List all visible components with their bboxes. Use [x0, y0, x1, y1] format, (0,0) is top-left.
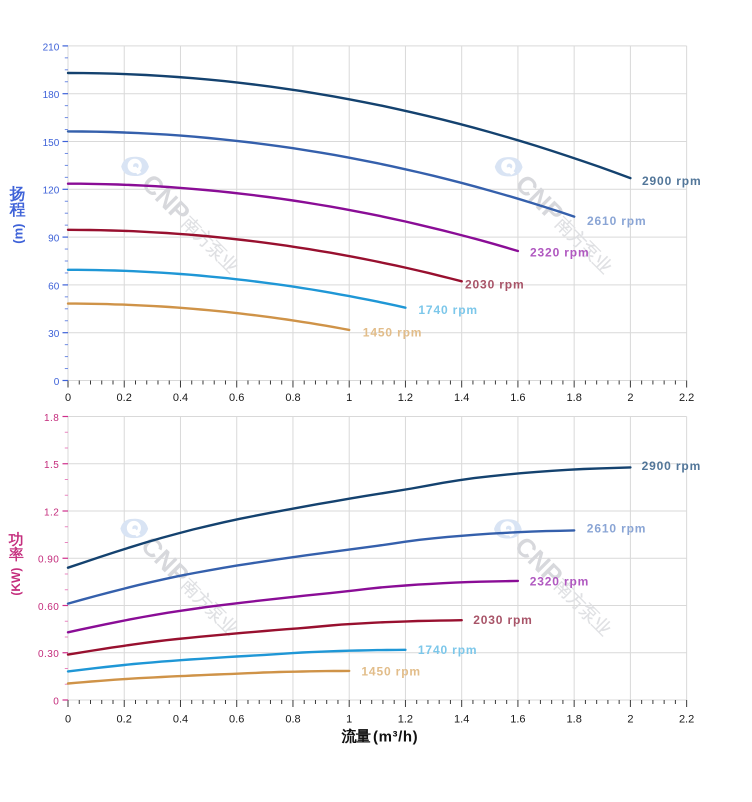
- svg-text:1.8: 1.8: [44, 413, 59, 424]
- svg-text:0.2: 0.2: [117, 714, 132, 726]
- svg-text:2610 rpm: 2610 rpm: [587, 214, 647, 228]
- svg-text:1.5: 1.5: [44, 460, 59, 471]
- svg-text:0.6: 0.6: [229, 714, 244, 726]
- svg-text:2900 rpm: 2900 rpm: [642, 459, 702, 473]
- svg-text:2.2: 2.2: [679, 392, 694, 404]
- svg-text:1.8: 1.8: [567, 714, 582, 726]
- svg-text:CNP: CNP: [136, 168, 196, 228]
- svg-text:0: 0: [54, 377, 60, 388]
- svg-text:(KW): (KW): [9, 568, 23, 596]
- svg-text:0.6: 0.6: [229, 392, 244, 404]
- svg-text:2610 rpm: 2610 rpm: [587, 521, 647, 535]
- svg-text:1: 1: [346, 392, 352, 404]
- svg-text:60: 60: [48, 281, 60, 292]
- svg-text:1.8: 1.8: [567, 392, 582, 404]
- svg-text:2.2: 2.2: [679, 714, 694, 726]
- svg-text:1450 rpm: 1450 rpm: [363, 325, 423, 339]
- svg-text:2900 rpm: 2900 rpm: [642, 174, 702, 188]
- svg-text:0: 0: [53, 696, 59, 707]
- svg-text:30: 30: [48, 329, 60, 340]
- svg-text:210: 210: [43, 42, 60, 53]
- svg-text:2: 2: [627, 714, 633, 726]
- svg-text:1450 rpm: 1450 rpm: [361, 664, 421, 678]
- svg-text:90: 90: [48, 234, 60, 245]
- svg-text:0.8: 0.8: [285, 392, 300, 404]
- svg-text:1.4: 1.4: [454, 714, 469, 726]
- svg-text:1.6: 1.6: [510, 714, 525, 726]
- svg-text:0.60: 0.60: [38, 602, 59, 613]
- svg-text:2320 rpm: 2320 rpm: [530, 574, 590, 588]
- svg-text:0.4: 0.4: [173, 714, 188, 726]
- svg-text:2030 rpm: 2030 rpm: [465, 277, 525, 291]
- svg-text:0.2: 0.2: [117, 392, 132, 404]
- svg-text:1: 1: [346, 714, 352, 726]
- svg-text:0: 0: [65, 392, 71, 404]
- svg-text:0.30: 0.30: [38, 649, 59, 660]
- svg-text:2: 2: [627, 392, 633, 404]
- svg-text:1.2: 1.2: [398, 714, 413, 726]
- svg-text:1740 rpm: 1740 rpm: [418, 303, 478, 317]
- svg-text:2320 rpm: 2320 rpm: [530, 245, 590, 259]
- svg-text:120: 120: [43, 186, 60, 197]
- svg-text:1.2: 1.2: [398, 392, 413, 404]
- svg-text:0.4: 0.4: [173, 392, 188, 404]
- svg-text:180: 180: [43, 90, 60, 101]
- svg-text:1.6: 1.6: [510, 392, 525, 404]
- svg-text:0.8: 0.8: [285, 714, 300, 726]
- svg-text:0: 0: [65, 714, 71, 726]
- svg-text:1740 rpm: 1740 rpm: [418, 643, 478, 657]
- svg-text:2030 rpm: 2030 rpm: [473, 613, 533, 627]
- svg-text:(m³/h): (m³/h): [373, 728, 418, 745]
- svg-text:1.4: 1.4: [454, 392, 469, 404]
- svg-text:0.90: 0.90: [38, 555, 59, 566]
- svg-text:150: 150: [43, 138, 60, 149]
- svg-text:(m): (m): [11, 223, 26, 243]
- svg-text:1.2: 1.2: [44, 507, 59, 518]
- svg-text:CNP: CNP: [135, 530, 195, 590]
